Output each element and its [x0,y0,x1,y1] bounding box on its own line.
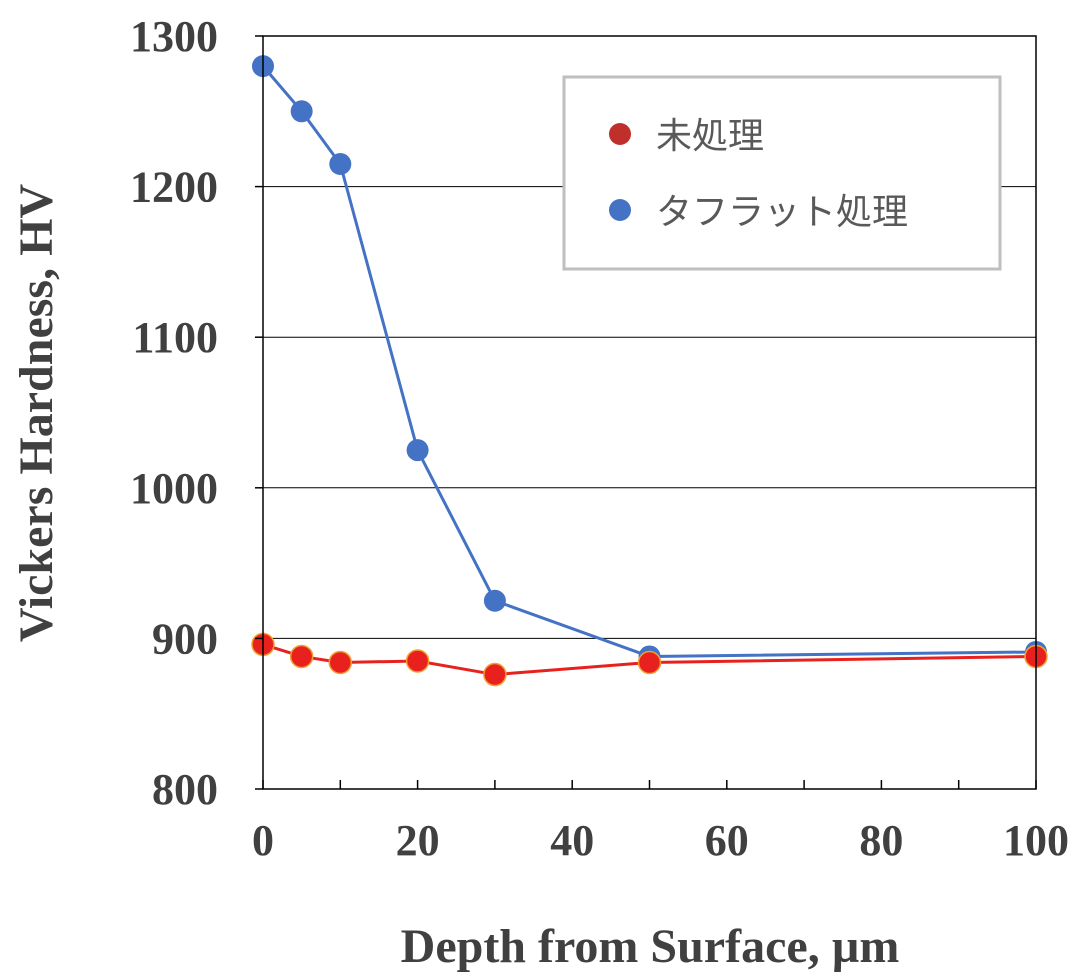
legend-label-tufftride: タフラット処理 [656,192,908,233]
data-point-untreated [483,662,507,687]
x-axis-ticks: 0 20 40 60 80 100 [252,780,1069,865]
y-axis-title: Vickers Hardness, HV [10,184,63,643]
data-point-untreated [637,650,662,675]
data-point-untreated [328,650,353,675]
data-point-untreated [405,649,430,673]
x-tick-label: 0 [252,816,274,865]
data-point-tufftride [329,153,352,176]
data-point-tufftride [406,439,429,462]
y-tick-label: 900 [152,614,218,663]
y-axis-ticks: 800 900 1000 1100 1200 1300 [130,12,263,814]
data-point-tufftride [290,100,313,123]
y-tick-label: 1200 [130,163,218,212]
series-layer [251,55,1048,687]
x-tick-label: 100 [1003,816,1069,865]
legend-box [562,75,1002,271]
legend-label-untreated: 未処理 [656,116,764,157]
legend-marker-untreated [609,123,631,145]
legend-marker-tufftride [609,199,631,221]
y-tick-label: 800 [152,765,218,814]
x-tick-label: 60 [705,816,749,865]
x-tick-label: 40 [550,816,594,865]
legend: 未処理 タフラット処理 [562,75,1002,271]
y-tick-label: 1300 [130,12,218,61]
data-point-untreated [289,644,314,669]
y-tick-label: 1000 [130,464,218,513]
data-point-tufftride [483,589,506,612]
y-tick-label: 1100 [132,313,218,362]
x-tick-label: 20 [396,816,440,865]
x-tick-label: 80 [859,816,903,865]
x-axis-title: Depth from Surface, µm [401,920,900,973]
